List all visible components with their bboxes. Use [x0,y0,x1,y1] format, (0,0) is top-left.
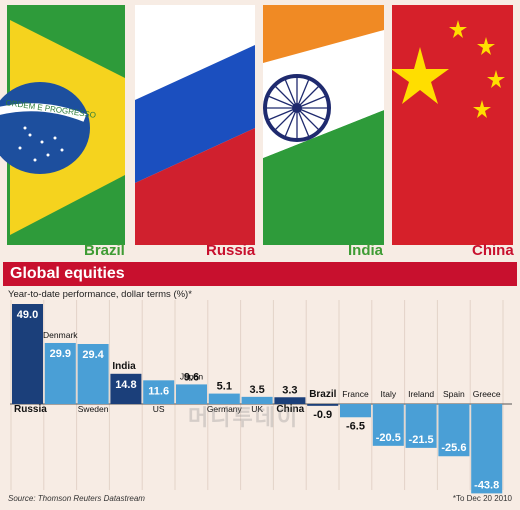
china-flag [391,5,513,245]
chart-title: Global equities [3,262,517,286]
category-label-russia: Russia [14,404,47,415]
russia-flag [135,5,255,245]
bar-spain [438,404,470,457]
bar-germany [208,393,240,404]
value-label-italy: -20.5 [376,432,401,444]
flag-label-india: India [348,242,384,259]
value-label-brazil: -0.9 [313,409,332,421]
value-label-greece: -43.8 [474,479,499,491]
category-label-italy: Italy [381,389,397,399]
source-note: Source: Thomson Reuters Datastream [8,494,145,503]
bar-us [143,380,175,404]
bar-ireland [405,404,437,448]
value-label-germany: 5.1 [217,381,232,393]
bar-brazil [307,404,339,406]
category-label-brazil: Brazil [309,389,336,400]
footnote: *To Dec 20 2010 [452,494,512,503]
category-label-india: India [112,361,136,372]
flag-label-china: China [472,242,514,259]
value-label-china: 3.3 [282,384,297,396]
category-label-denmark: Denmark [43,330,78,340]
bar-china [274,397,306,404]
bar-japan [176,384,207,404]
brazil-flag: ORDEM E PROGRESSO [0,5,125,245]
equities-bar-chart: 49.0 Russia 29.9 Denmark 29.4 Sweden 14.8 India… [10,300,512,494]
value-label-ireland: -21.5 [409,434,434,446]
value-label-uk: 3.5 [249,384,264,396]
value-label-japan: 9.6 [184,371,199,383]
category-label-uk: UK [251,404,263,414]
value-label-sweden: 29.4 [82,349,104,361]
category-label-france: France [342,389,369,399]
category-label-greece: Greece [473,389,501,399]
value-label-france: -6.5 [346,420,365,432]
bar-uk [241,396,273,404]
category-label-china: China [276,404,304,415]
value-label-russia: 49.0 [17,309,38,321]
bar-italy [372,404,404,446]
value-label-india: 14.8 [115,379,136,391]
bric-flags: ORDEM E PROGRESSO [0,5,513,245]
category-label-germany: Germany [207,404,243,414]
bar-india [110,373,142,404]
value-label-us: 11.6 [148,385,169,397]
value-label-spain: -25.6 [441,442,466,454]
category-label-japan: Japan [180,371,203,381]
category-label-sweden: Sweden [78,404,109,414]
category-label-spain: Spain [443,389,465,399]
value-label-denmark: 29.9 [50,348,71,360]
bar-russia [12,304,43,404]
chart-subtitle: Year-to-date performance, dollar terms (… [8,289,192,300]
bar-greece [471,404,503,494]
flag-label-russia: Russia [206,242,256,259]
flag-label-brazil: Brazil [84,242,125,259]
india-flag [263,5,384,245]
bar-sweden [77,344,109,404]
category-label-ireland: Ireland [408,389,434,399]
bar-denmark [44,342,76,404]
bar-france [340,404,371,418]
category-label-us: US [153,404,165,414]
